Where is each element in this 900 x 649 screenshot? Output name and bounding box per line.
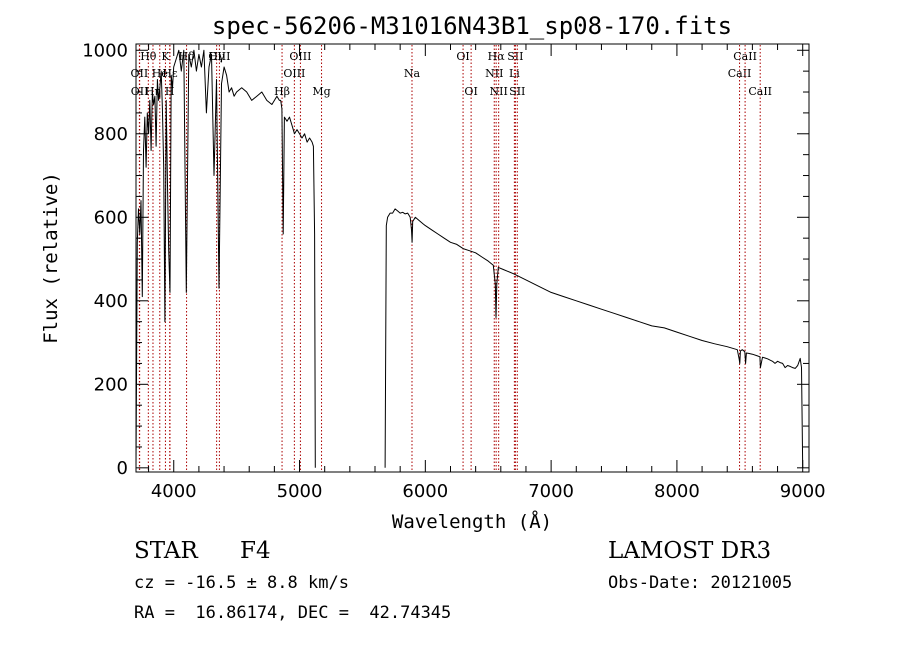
- line-marker-label-20: NII: [490, 85, 508, 98]
- x-tick-label-4: 8000: [654, 481, 700, 502]
- y-tick-label-3: 600: [94, 207, 128, 228]
- y-tick-label-0: 0: [117, 458, 128, 479]
- line-marker-label-0: Hθ: [140, 50, 157, 63]
- line-marker-label-16: OI: [456, 50, 469, 63]
- spectrum-segment-1: [384, 208, 804, 468]
- line-marker-label-7: Hε: [162, 67, 178, 80]
- survey-name: LAMOST DR3: [608, 538, 772, 564]
- x-tick-label-5: 9000: [780, 481, 826, 502]
- redshift-line: cz = -16.5 ± 8.8 km/s: [134, 573, 349, 593]
- x-axis-label: Wavelength (Å): [392, 510, 552, 533]
- line-marker-label-10: OIII: [208, 50, 230, 63]
- y-axis-label: Flux (relative): [40, 172, 62, 344]
- line-marker-label-12: OIII: [283, 67, 305, 80]
- coordinates-line: RA = 16.86174, DEC = 42.74345: [134, 603, 452, 623]
- obs-date: Obs-Date: 20121005: [608, 573, 793, 593]
- line-marker-label-24: CaII: [728, 67, 752, 80]
- line-marker-label-21: Li: [509, 67, 520, 80]
- y-tick-label-4: 800: [94, 124, 128, 145]
- x-tick-label-2: 6000: [402, 481, 448, 502]
- line-marker-label-23: SII: [509, 85, 525, 98]
- line-marker-label-14: Mg: [312, 85, 330, 98]
- axes: 4000 5000 6000 7000 8000 9000 0 200 400 600 800 100…: [82, 40, 825, 502]
- line-marker-label-22: SII: [507, 50, 523, 63]
- plot-frame: [135, 43, 810, 473]
- line-marker-label-15: Na: [404, 67, 421, 80]
- line-marker-label-25: CaII: [733, 50, 757, 63]
- x-tick-label-1: 5000: [277, 481, 323, 502]
- x-tick-label-3: 7000: [528, 481, 574, 502]
- object-class: STAR: [134, 538, 198, 564]
- spectrum-series: [135, 49, 804, 468]
- line-marker-label-9: Hγ: [209, 50, 226, 63]
- y-tick-label-1: 200: [94, 374, 128, 395]
- line-markers: HθOIIOIIHηHeKHHεHδHγOIIIHβOIIIOIIIMgNaOI…: [131, 45, 772, 471]
- line-marker-label-13: OIII: [289, 50, 311, 63]
- line-marker-label-18: NII: [485, 67, 503, 80]
- line-marker-label-26: CaII: [748, 85, 772, 98]
- object-subclass: F4: [240, 538, 271, 564]
- chart-title: spec-56206-M31016N43B1_sp08-170.fits: [212, 12, 732, 40]
- spectrum-segment-0: [135, 49, 316, 468]
- line-marker-label-19: Hα: [488, 50, 506, 63]
- x-tick-label-0: 4000: [151, 481, 197, 502]
- y-tick-label-2: 400: [94, 291, 128, 312]
- line-marker-label-4: He: [152, 67, 168, 80]
- y-tick-label-5: 1000: [82, 40, 128, 61]
- line-marker-label-2: OII: [131, 85, 149, 98]
- line-marker-label-17: OI: [464, 85, 477, 98]
- line-marker-label-11: Hβ: [274, 85, 290, 98]
- line-marker-label-5: K: [161, 50, 170, 63]
